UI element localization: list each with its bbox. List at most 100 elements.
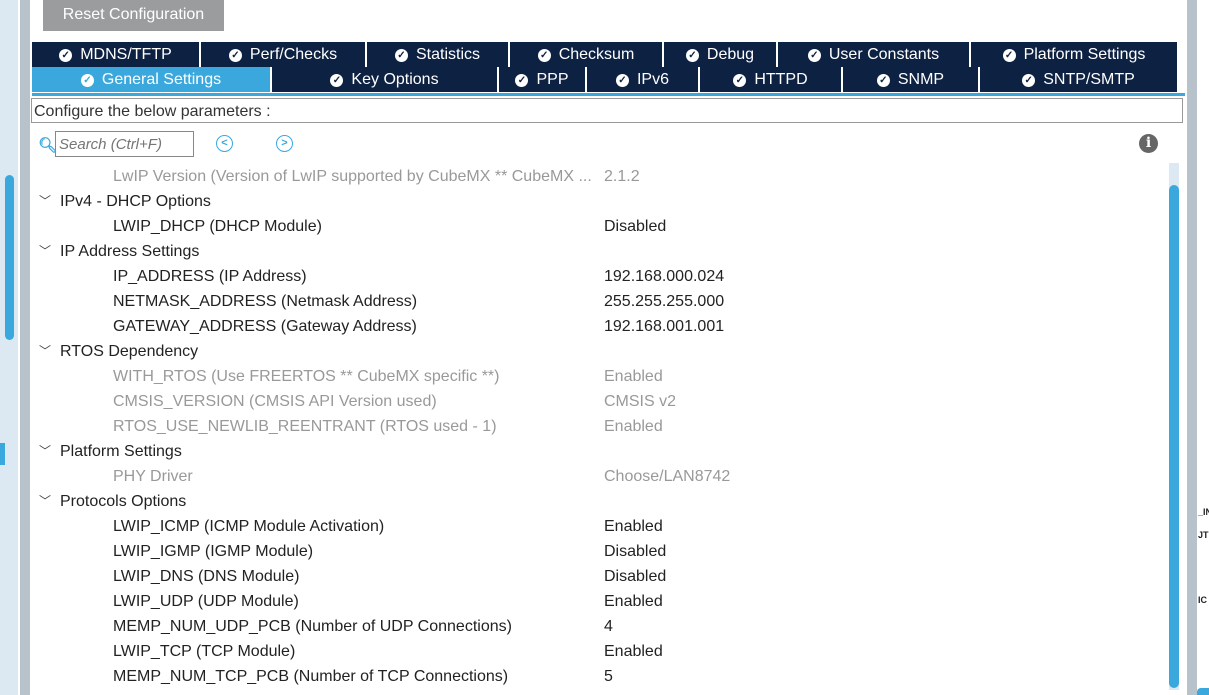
parameter-row[interactable]: LWIP_IGMP (IGMP Module) Disabled	[32, 539, 1162, 564]
tab-platform-settings[interactable]: ✓ Platform Settings	[971, 42, 1179, 67]
parameter-label: LWIP_DHCP (DHCP Module)	[113, 218, 322, 235]
tab-underline	[32, 93, 1185, 96]
parameter-value[interactable]: Enabled	[604, 593, 663, 610]
parameter-label: LWIP_TCP (TCP Module)	[113, 643, 296, 660]
tab-label: General Settings	[101, 71, 222, 88]
check-circle-icon: ✓	[515, 74, 529, 87]
parameter-row[interactable]: WITH_RTOS (Use FREERTOS ** CubeMX specif…	[32, 364, 1162, 389]
tab-label: Checksum	[558, 46, 635, 63]
parameter-row[interactable]: NETMASK_ADDRESS (Netmask Address) 255.255…	[32, 289, 1162, 314]
check-circle-icon: ✓	[394, 49, 408, 62]
parameter-row[interactable]: LwIP Version (Version of LwIP supported …	[32, 164, 1162, 189]
parameter-row[interactable]: MEMP_NUM_UDP_PCB (Number of UDP Connecti…	[32, 614, 1162, 639]
parameter-label: LWIP_ICMP (ICMP Module Activation)	[113, 518, 385, 535]
check-circle-icon: ✓	[330, 74, 344, 87]
parameter-label: LwIP Version (Version of LwIP supported …	[113, 168, 592, 185]
search-input[interactable]	[55, 131, 194, 157]
tab-user-constants[interactable]: ✓ User Constants	[778, 42, 971, 67]
tab-httpd[interactable]: ✓ HTTPD	[700, 67, 843, 92]
parameter-value[interactable]: Enabled	[604, 418, 663, 435]
parameter-value[interactable]: 192.168.001.001	[604, 318, 725, 335]
right-scroll-thumb[interactable]	[1197, 688, 1209, 695]
info-icon[interactable]: i	[1139, 134, 1158, 153]
chevron-down-icon[interactable]: ﹀	[39, 494, 52, 508]
left-scrollbar-thumb[interactable]	[5, 175, 14, 340]
parameter-row[interactable]: LWIP_DHCP (DHCP Module) Disabled	[32, 214, 1162, 239]
check-circle-icon: ✓	[733, 74, 747, 87]
tree-group[interactable]: ﹀ Protocols Options	[32, 489, 1162, 514]
splitter-right[interactable]	[1187, 0, 1197, 695]
parameter-row[interactable]: LWIP_ICMP (ICMP Module Activation) Enable…	[32, 514, 1162, 539]
splitter-left[interactable]	[20, 0, 30, 695]
left-scrollbar[interactable]	[0, 0, 18, 695]
tree-group[interactable]: ﹀ Platform Settings	[32, 439, 1162, 464]
parameter-value[interactable]: Enabled	[604, 518, 663, 535]
parameter-label: LWIP_UDP (UDP Module)	[113, 593, 299, 610]
tab-label: Platform Settings	[1023, 46, 1146, 63]
parameter-label: PHY Driver	[113, 468, 193, 485]
parameter-value[interactable]: Enabled	[604, 368, 663, 385]
tab-ppp[interactable]: ✓ PPP	[499, 67, 587, 92]
parameter-label: MEMP_NUM_UDP_PCB (Number of UDP Connecti…	[113, 618, 512, 635]
chevron-right-circle-icon[interactable]: >	[276, 135, 293, 152]
tab-statistics[interactable]: ✓ Statistics	[367, 42, 510, 67]
parameter-value[interactable]: Disabled	[604, 218, 667, 235]
right-fragment: IC	[1198, 595, 1207, 605]
parameter-value[interactable]: 5	[604, 668, 613, 685]
tab-label: Perf/Checks	[249, 46, 338, 63]
configure-label: Configure the below parameters :	[31, 98, 1183, 123]
check-circle-icon: ✓	[685, 49, 699, 62]
tab-ipv6[interactable]: ✓ IPv6	[587, 67, 700, 92]
tree-group[interactable]: ﹀ RTOS Dependency	[32, 339, 1162, 364]
parameter-row[interactable]: MEMP_NUM_TCP_PCB (Number of TCP Connecti…	[32, 664, 1162, 689]
tab-checksum[interactable]: ✓ Checksum	[510, 42, 664, 67]
chevron-down-icon[interactable]: ﹀	[39, 194, 52, 208]
parameter-row[interactable]: LWIP_UDP (UDP Module) Enabled	[32, 589, 1162, 614]
chevron-down-icon[interactable]: ﹀	[39, 444, 52, 458]
parameter-value[interactable]: 4	[604, 618, 613, 635]
tab-debug[interactable]: ✓ Debug	[664, 42, 778, 67]
parameter-value[interactable]: Disabled	[604, 568, 667, 585]
parameter-value[interactable]: Choose/LAN8742	[604, 468, 731, 485]
parameter-label: IPv4 - DHCP Options	[60, 193, 211, 210]
check-circle-icon: ✓	[876, 74, 890, 87]
tab-perf-checks[interactable]: ✓ Perf/Checks	[201, 42, 367, 67]
parameter-row[interactable]: PHY Driver Choose/LAN8742	[32, 464, 1162, 489]
parameter-row[interactable]: LWIP_DNS (DNS Module) Disabled	[32, 564, 1162, 589]
chevron-down-icon[interactable]: ﹀	[39, 344, 52, 358]
parameter-label: CMSIS_VERSION (CMSIS API Version used)	[113, 393, 437, 410]
parameter-label: RTOS_USE_NEWLIB_REENTRANT (RTOS used - 1…	[113, 418, 497, 435]
parameter-value[interactable]: 192.168.000.024	[604, 268, 725, 285]
parameter-row[interactable]: RTOS_USE_NEWLIB_REENTRANT (RTOS used - 1…	[32, 414, 1162, 439]
parameter-row[interactable]: GATEWAY_ADDRESS (Gateway Address) 192.168…	[32, 314, 1162, 339]
tree-group[interactable]: ﹀ IP Address Settings	[32, 239, 1162, 264]
tab-label: PPP	[536, 71, 569, 88]
tree-scrollbar-thumb[interactable]	[1169, 185, 1179, 688]
tree-group[interactable]: ﹀ IPv4 - DHCP Options	[32, 189, 1162, 214]
parameter-row[interactable]: IP_ADDRESS (IP Address) 192.168.000.024	[32, 264, 1162, 289]
parameter-row[interactable]: CMSIS_VERSION (CMSIS API Version used) CM…	[32, 389, 1162, 414]
tab-mdns-tftp[interactable]: ✓ MDNS/TFTP	[32, 42, 201, 67]
check-circle-icon: ✓	[615, 74, 629, 87]
tab-label: MDNS/TFTP	[80, 46, 172, 63]
chevron-left-circle-icon[interactable]: <	[216, 135, 233, 152]
parameter-value[interactable]: CMSIS v2	[604, 393, 677, 410]
parameter-label: IP Address Settings	[60, 243, 200, 260]
tab-label: Debug	[706, 46, 755, 63]
check-circle-icon: ✓	[1022, 74, 1036, 87]
tab-sntp-smtp[interactable]: ✓ SNTP/SMTP	[980, 67, 1179, 92]
parameter-value[interactable]: Disabled	[604, 543, 667, 560]
parameter-label: LWIP_IGMP (IGMP Module)	[113, 543, 314, 560]
check-circle-icon: ✓	[80, 74, 94, 87]
tab-general-settings[interactable]: ✓ General Settings	[32, 67, 272, 92]
parameter-row[interactable]: LWIP_TCP (TCP Module) Enabled	[32, 639, 1162, 664]
parameter-value[interactable]: 255.255.255.000	[604, 293, 725, 310]
parameter-value[interactable]: Enabled	[604, 643, 663, 660]
tab-label: User Constants	[828, 46, 940, 63]
reset-configuration-button[interactable]: Reset Configuration	[43, 0, 224, 31]
parameter-label: Platform Settings	[60, 443, 182, 460]
tab-snmp[interactable]: ✓ SNMP	[843, 67, 980, 92]
chevron-down-icon[interactable]: ﹀	[39, 244, 52, 258]
parameter-value[interactable]: 2.1.2	[604, 168, 640, 185]
tab-key-options[interactable]: ✓ Key Options	[272, 67, 499, 92]
